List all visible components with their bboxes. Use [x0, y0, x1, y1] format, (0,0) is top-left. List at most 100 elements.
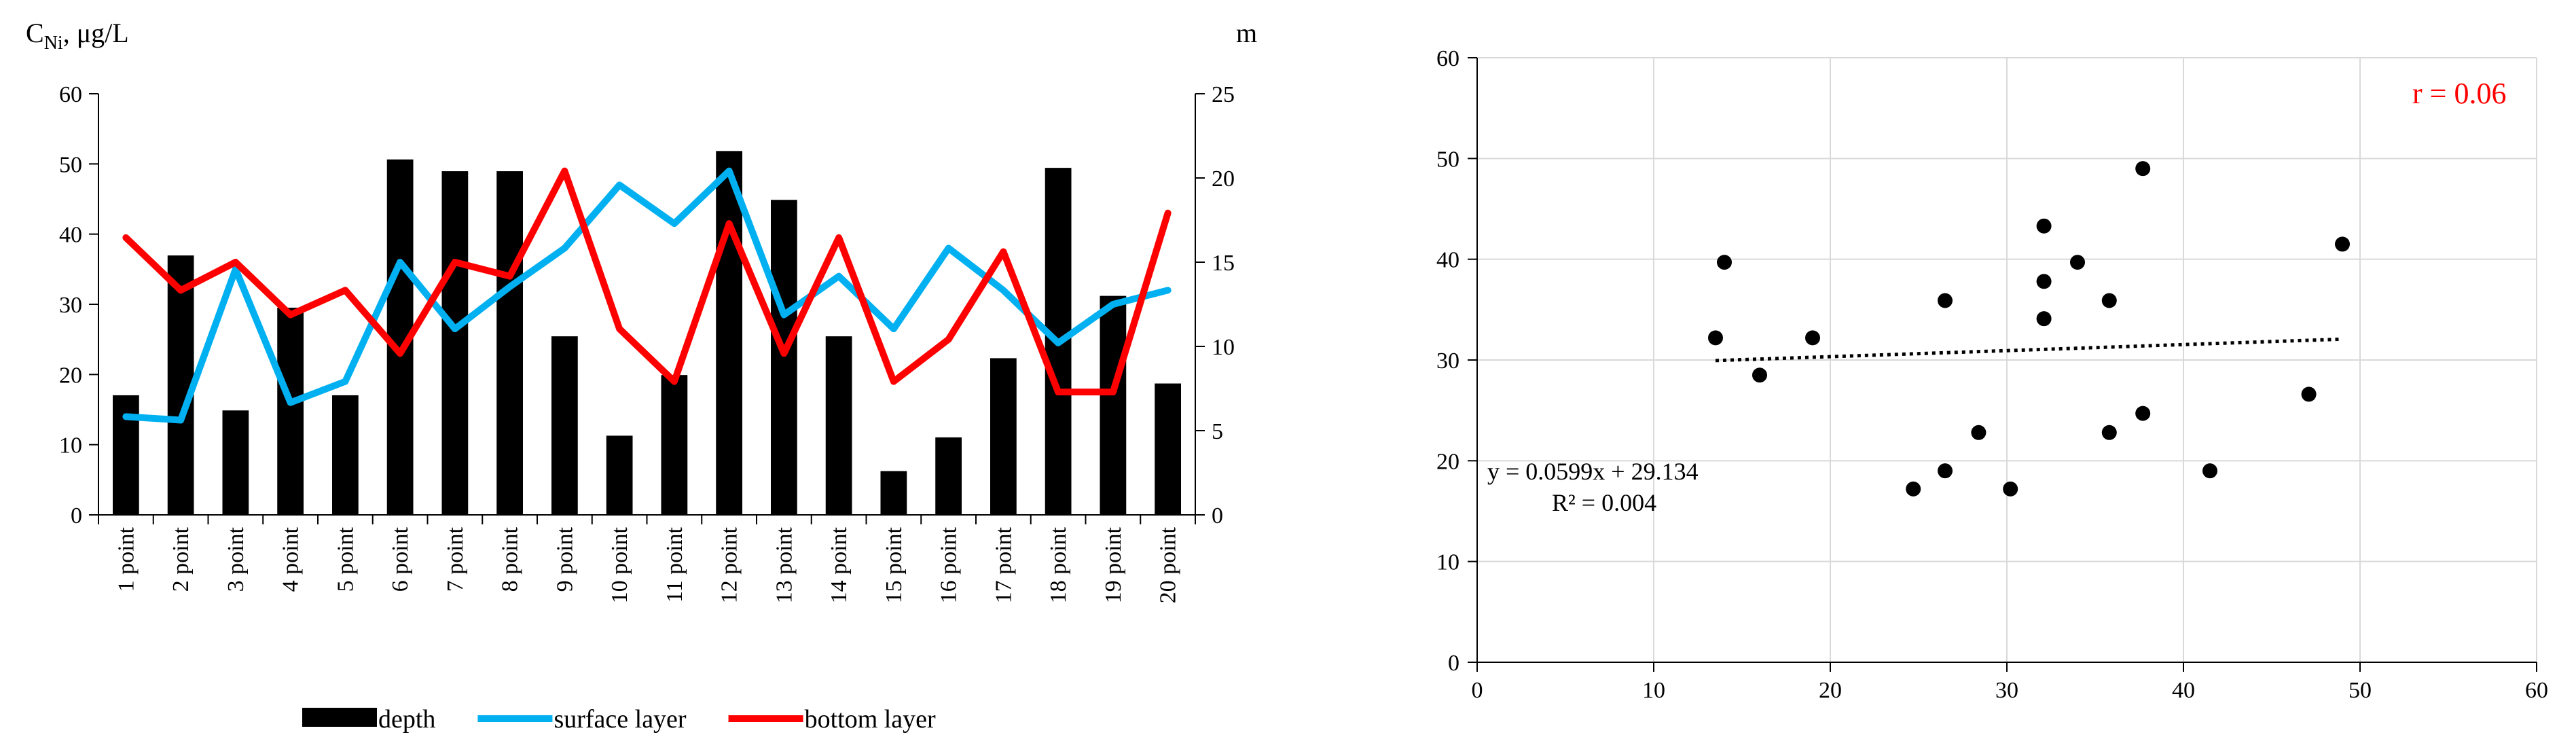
x-tick-label: 30 — [1995, 678, 2018, 703]
y2-tick-label: 5 — [1212, 419, 1223, 444]
x-tick-label: 17 point — [991, 526, 1016, 603]
y-tick-label: 40 — [1436, 248, 1459, 273]
depth-bar — [770, 200, 797, 515]
scatter-point — [2135, 161, 2151, 177]
depth-bar — [716, 151, 743, 515]
depth-bar — [277, 307, 304, 515]
x-tick-label: 7 point — [443, 526, 468, 592]
x-tick-label: 11 point — [662, 526, 687, 602]
x-tick-label: 16 point — [937, 526, 962, 603]
scatter-point — [1717, 255, 1732, 270]
scatter-point — [2070, 255, 2085, 270]
depth-bar — [1155, 383, 1182, 515]
scatter-point — [2202, 463, 2217, 479]
scatter-point — [1805, 330, 1820, 346]
scatter-point — [2301, 386, 2317, 402]
depth-bar — [1100, 295, 1127, 515]
scatter-point — [2036, 311, 2052, 327]
x-tick-label: 40 — [2172, 678, 2195, 703]
scatter-point — [1971, 425, 1987, 440]
x-tick-label: 6 point — [388, 526, 413, 592]
y-axis-label-subscript: Ni — [44, 33, 63, 54]
legend: depth surface layer bottom layer — [302, 705, 936, 734]
x-tick-label: 1 point — [113, 526, 139, 592]
scatter-point — [2036, 274, 2052, 289]
scatter-point — [2003, 481, 2018, 497]
depth-bar — [606, 435, 633, 515]
gridlines — [1477, 57, 2537, 662]
y-axis-label-left: CNi, μg/L — [26, 18, 129, 54]
depth-bar — [990, 358, 1017, 515]
y-tick-label: 30 — [1436, 348, 1459, 374]
depth-bar — [935, 437, 962, 515]
x-tick-label: 2 point — [168, 526, 194, 592]
scatter-point — [1752, 367, 1767, 383]
scatter-point — [2135, 406, 2151, 421]
y-tick-label: 40 — [59, 223, 82, 248]
x-tick-label: 10 — [1642, 678, 1665, 703]
scatter-point — [2036, 218, 2052, 234]
y-tick-label: 10 — [1436, 550, 1459, 575]
y-tick-label: 10 — [59, 433, 82, 458]
x-tick-label: 20 — [1819, 678, 1842, 703]
legend-label: bottom layer — [805, 705, 936, 734]
trendline-equation: y = 0.0599x + 29.134 — [1487, 458, 1699, 485]
x-tick-label: 15 point — [882, 526, 907, 603]
r-squared-label: R² = 0.004 — [1552, 489, 1656, 516]
y-axis-label-unit: , μg/L — [63, 18, 129, 48]
correlation-label: r = 0.06 — [2412, 77, 2506, 110]
legend-swatch-depth — [302, 708, 377, 727]
line-series — [122, 167, 1172, 424]
x-tick-label: 0 — [1472, 678, 1483, 703]
y-axis-label-right: m — [1236, 18, 1257, 48]
x-tick-label: 8 point — [498, 526, 523, 592]
scatter-points — [1708, 161, 2350, 497]
x-tick-label: 5 point — [333, 526, 358, 592]
x-tick-label: 50 — [2348, 678, 2372, 703]
x-tick-label: 4 point — [278, 526, 304, 592]
y2-tick-label: 0 — [1212, 503, 1223, 528]
scatter-point — [2101, 425, 2117, 440]
y2-tick-label: 10 — [1212, 335, 1235, 360]
y-tick-label: 20 — [1436, 449, 1459, 474]
scatter-point — [1708, 330, 1723, 346]
x-tick-label: 10 point — [607, 526, 632, 603]
surface-layer-line — [122, 167, 1172, 424]
x-tick-label: 9 point — [552, 526, 577, 592]
axes: 0 10 20 30 40 50 60 0 5 10 15 20 25 1 point 2 point 3 p… — [59, 82, 1235, 603]
y-tick-label: 20 — [59, 363, 82, 388]
depth-bar — [441, 171, 469, 515]
depth-bar — [222, 410, 249, 515]
legend-label: surface layer — [554, 705, 686, 734]
x-tick-label: 14 point — [827, 526, 852, 603]
y-tick-label: 50 — [59, 152, 82, 177]
x-tick-label: 18 point — [1046, 526, 1071, 603]
x-tick-label: 3 point — [223, 526, 249, 592]
scatter-point — [2101, 293, 2117, 308]
axes: 0 10 20 30 40 50 60 0 10 20 30 40 50 60 — [1436, 46, 2548, 703]
bottom-layer-line — [122, 167, 1172, 396]
scatter-point — [2335, 236, 2350, 252]
depth-bar — [167, 255, 194, 515]
y-tick-label: 60 — [1436, 46, 1459, 71]
x-tick-label: 12 point — [717, 526, 742, 603]
x-tick-label: 60 — [2525, 678, 2548, 703]
scatter-point — [1906, 481, 1921, 497]
y-tick-label: 0 — [71, 503, 82, 528]
y2-tick-label: 20 — [1212, 166, 1235, 192]
depth-bar — [496, 171, 524, 515]
legend-label: depth — [378, 705, 435, 734]
scatter-chart: 0 10 20 30 40 50 60 0 10 20 30 40 50 60 y = 0.0599x +… — [1436, 46, 2548, 703]
scatter-point — [1938, 293, 1953, 308]
depth-bar — [331, 395, 359, 515]
scatter-point — [1938, 463, 1953, 479]
y-tick-label: 50 — [1436, 147, 1459, 172]
x-tick-label: 19 point — [1101, 526, 1126, 603]
x-tick-label: 20 point — [1156, 526, 1181, 603]
y-tick-label: 30 — [59, 293, 82, 318]
depth-bar — [880, 471, 907, 515]
y-axis-label-main: C — [26, 18, 44, 48]
depth-bar — [112, 395, 139, 515]
y-tick-label: 60 — [59, 82, 82, 107]
combo-chart: CNi, μg/L m 0 10 20 30 40 50 60 0 5 10 15 20 25 1 poi… — [26, 18, 1257, 734]
